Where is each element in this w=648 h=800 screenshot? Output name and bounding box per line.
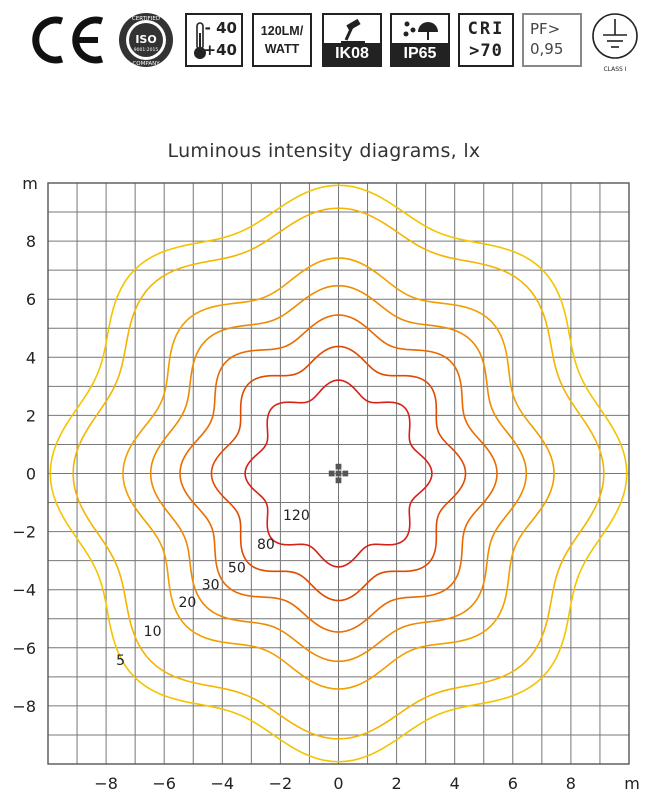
x-tick-label: −6 <box>152 774 176 793</box>
grid-lines <box>47 182 630 765</box>
certification-badges: CE CERTIFIED ISO 9001:2015 COMPANY - 40 … <box>0 0 648 80</box>
thermometer-icon <box>194 22 206 59</box>
x-tick-label: −8 <box>94 774 118 793</box>
power-factor-badge: PF> 0,95 <box>522 13 582 67</box>
y-tick-label: 8 <box>26 232 36 251</box>
plot-frame <box>47 182 630 765</box>
efficacy-line2: WATT <box>264 42 300 56</box>
class-one-earth-icon: CLASS I <box>592 13 638 73</box>
x-tick-label: 4 <box>450 774 460 793</box>
contour-label-20: 20 <box>179 595 197 611</box>
rain-umbrella-icon <box>403 21 438 40</box>
y-tick-label: −4 <box>12 581 36 600</box>
x-tick-label: −2 <box>269 774 293 793</box>
power-factor-line1: PF> <box>530 20 561 38</box>
ik-rating-badge: IK08 <box>322 13 382 67</box>
x-tick-label: 8 <box>566 774 576 793</box>
power-factor-line2: 0,95 <box>530 40 564 58</box>
ip-rating-label: IP65 <box>392 43 448 65</box>
y-tick-label: 2 <box>26 406 36 425</box>
ik-rating-label: IK08 <box>324 43 380 65</box>
x-tick-label: 2 <box>392 774 402 793</box>
fixture-module-3 <box>335 463 342 470</box>
isolux-contour-10 <box>72 207 605 740</box>
x-axis-unit: m <box>624 774 640 793</box>
temperature-high: +40 <box>203 41 237 59</box>
fixture-module-1 <box>328 470 335 477</box>
y-tick-label: 6 <box>26 290 36 309</box>
y-axis-unit: m <box>22 174 38 193</box>
contour-label-10: 10 <box>144 624 162 640</box>
ce-mark-icon: CE <box>32 16 104 64</box>
cri-line1: CRI <box>467 19 505 39</box>
luminaire-marker <box>328 463 349 484</box>
isolux-contour-120 <box>244 379 433 568</box>
contour-labels: 5 10 20 30 50 80 120 <box>116 508 310 669</box>
contour-label-50: 50 <box>228 560 246 576</box>
contour-label-5: 5 <box>116 653 125 669</box>
temperature-range-badge: - 40 +40 <box>185 13 243 67</box>
fixture-module-4 <box>335 477 342 484</box>
cri-line2: >70 <box>469 41 503 61</box>
isolux-contour-20 <box>122 257 555 690</box>
y-tick-label: 0 <box>26 465 36 484</box>
contour-label-80: 80 <box>257 537 275 553</box>
efficacy-badge: 120LM/ WATT <box>252 13 312 67</box>
ip-rating-badge: IP65 <box>390 13 450 67</box>
contour-label-120: 120 <box>283 508 310 524</box>
isolux-contours <box>49 184 628 763</box>
y-tick-label: −8 <box>12 697 36 716</box>
plot-border <box>47 182 630 765</box>
isolux-contour-50 <box>179 314 498 633</box>
cri-badge: CRI >70 <box>458 13 514 67</box>
fixture-module-0 <box>335 470 342 477</box>
temperature-low: - 40 <box>204 19 237 37</box>
isolux-contour-80 <box>210 345 467 602</box>
y-tick-label: −6 <box>12 639 36 658</box>
x-tick-label: 0 <box>333 774 343 793</box>
y-tick-label: −2 <box>12 523 36 542</box>
iso-seal-ring-bottom: COMPANY <box>132 61 160 67</box>
x-tick-label: −4 <box>211 774 235 793</box>
isolux-contour-5 <box>49 184 628 763</box>
class-one-label: CLASS I <box>603 66 626 73</box>
hammer-icon <box>341 18 365 43</box>
x-tick-label: 6 <box>508 774 518 793</box>
chart-title: Luminous intensity diagrams, lx <box>167 140 481 162</box>
iso-certified-seal-icon: CERTIFIED ISO 9001:2015 COMPANY <box>119 13 173 67</box>
fixture-module-2 <box>342 470 349 477</box>
isolux-contour-30 <box>149 284 528 663</box>
iso-seal-ring-top: CERTIFIED <box>132 16 160 22</box>
efficacy-line1: 120LM/ <box>260 24 304 38</box>
iso-seal-center: ISO <box>135 33 156 46</box>
y-tick-label: 4 <box>26 348 36 367</box>
iso-seal-code: 9001:2015 <box>134 47 159 53</box>
contour-label-30: 30 <box>202 578 220 594</box>
